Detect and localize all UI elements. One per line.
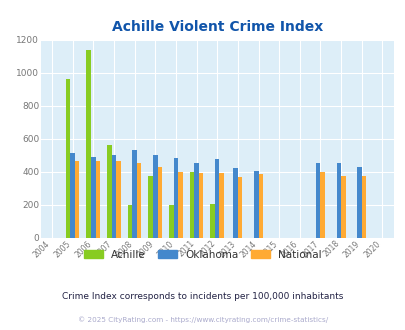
Title: Achille Violent Crime Index: Achille Violent Crime Index <box>111 20 322 34</box>
Bar <box>336 163 340 238</box>
Bar <box>116 161 120 238</box>
Bar <box>194 163 198 238</box>
Bar <box>148 176 153 238</box>
Bar <box>219 173 224 238</box>
Bar <box>136 163 141 238</box>
Bar <box>189 172 194 238</box>
Bar <box>168 205 173 238</box>
Bar <box>111 155 116 238</box>
Legend: Achille, Oklahoma, National: Achille, Oklahoma, National <box>80 246 325 264</box>
Bar <box>356 168 361 238</box>
Bar <box>320 172 324 238</box>
Text: © 2025 CityRating.com - https://www.cityrating.com/crime-statistics/: © 2025 CityRating.com - https://www.city… <box>78 316 327 323</box>
Bar <box>340 176 345 238</box>
Bar <box>258 174 262 238</box>
Bar <box>210 204 214 238</box>
Bar <box>132 150 136 238</box>
Bar <box>107 145 111 238</box>
Bar <box>198 173 203 238</box>
Bar <box>153 155 157 238</box>
Bar <box>128 205 132 238</box>
Bar <box>315 163 320 238</box>
Bar <box>178 172 182 238</box>
Bar <box>173 158 178 238</box>
Text: Crime Index corresponds to incidents per 100,000 inhabitants: Crime Index corresponds to incidents per… <box>62 292 343 301</box>
Bar <box>70 153 75 238</box>
Bar <box>66 79 70 238</box>
Bar <box>157 167 162 238</box>
Bar <box>361 176 365 238</box>
Bar <box>86 50 91 238</box>
Bar <box>91 157 95 238</box>
Bar <box>95 161 100 238</box>
Bar <box>254 171 258 238</box>
Bar <box>233 168 237 238</box>
Bar <box>75 161 79 238</box>
Bar <box>237 177 242 238</box>
Bar <box>214 159 219 238</box>
